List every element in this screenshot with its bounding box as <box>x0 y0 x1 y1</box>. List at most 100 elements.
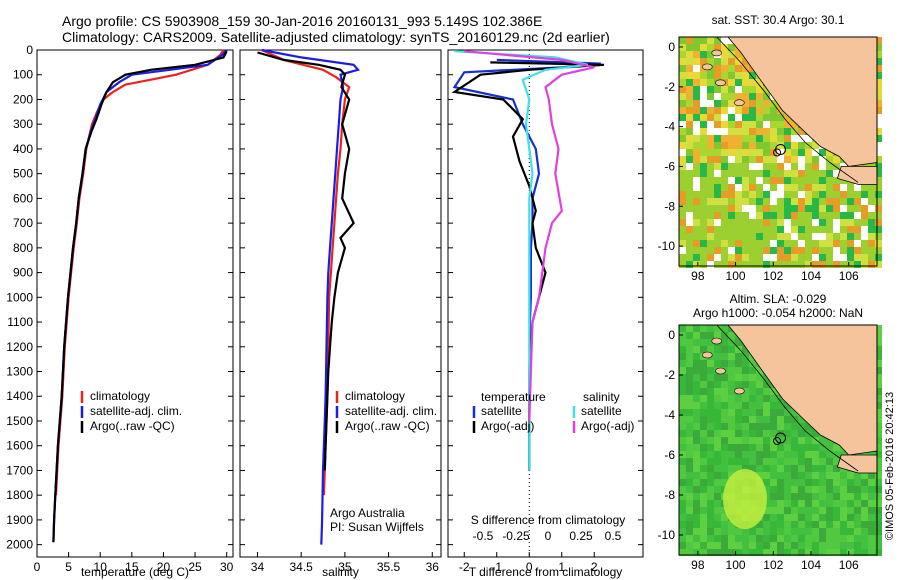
map-cell <box>728 444 735 451</box>
map-cell <box>700 332 707 339</box>
map-cell <box>833 465 840 472</box>
map-cell <box>805 247 812 254</box>
map-cell <box>763 191 770 198</box>
map-cell <box>854 240 861 247</box>
map-cell <box>784 198 791 205</box>
map-cell <box>833 198 840 205</box>
map-cell <box>798 184 805 191</box>
map-cell <box>868 261 875 268</box>
map-cell <box>763 472 770 479</box>
map-cell <box>777 479 784 486</box>
map-cell <box>763 444 770 451</box>
map-cell <box>707 451 714 458</box>
map-cell <box>763 430 770 437</box>
map-cell <box>728 226 735 233</box>
map-cell <box>805 212 812 219</box>
map-cell <box>784 254 791 261</box>
map-cell <box>770 479 777 486</box>
map-cell <box>693 325 700 332</box>
map-cell <box>763 240 770 247</box>
map-cell <box>770 458 777 465</box>
map-cell <box>714 135 721 142</box>
map-cell <box>777 423 784 430</box>
map-cell <box>679 430 686 437</box>
map-cell <box>693 395 700 402</box>
map-cell <box>763 205 770 212</box>
map-cell <box>875 395 882 402</box>
x-tick-label: 1 <box>558 560 565 574</box>
map-cell <box>763 514 770 521</box>
map-cell <box>749 86 756 93</box>
map-cell <box>833 486 840 493</box>
map-cell <box>826 254 833 261</box>
map-cell <box>679 339 686 346</box>
map-cell <box>742 367 749 374</box>
map-cell <box>693 535 700 542</box>
map-cell <box>728 72 735 79</box>
map-cell <box>728 184 735 191</box>
map-cell <box>798 451 805 458</box>
map-cell <box>686 107 693 114</box>
map-cell <box>742 240 749 247</box>
map-cell <box>812 465 819 472</box>
map-cell <box>707 184 714 191</box>
map-cell <box>819 535 826 542</box>
map-cell <box>798 521 805 528</box>
map-cell <box>770 219 777 226</box>
map-cell <box>728 65 735 72</box>
map-cell <box>735 65 742 72</box>
map-cell <box>777 535 784 542</box>
map-cell <box>819 184 826 191</box>
map-cell <box>693 100 700 107</box>
map-cell <box>749 395 756 402</box>
map-cell <box>700 381 707 388</box>
map-cell <box>777 451 784 458</box>
map-cell <box>679 219 686 226</box>
map-cell <box>847 261 854 268</box>
map-cell <box>707 135 714 142</box>
map-cell <box>735 402 742 409</box>
map-cell <box>735 381 742 388</box>
map-cell <box>798 205 805 212</box>
map-cell <box>700 58 707 65</box>
map-cell <box>840 261 847 268</box>
map-cell <box>714 156 721 163</box>
map-cell <box>693 163 700 170</box>
map-cell <box>840 493 847 500</box>
map-cell <box>756 542 763 549</box>
map-cell <box>861 535 868 542</box>
map-cell <box>763 479 770 486</box>
secondary-tick-label: 0.5 <box>605 529 622 543</box>
map-cell <box>798 254 805 261</box>
map-cell <box>742 402 749 409</box>
map-cell <box>714 163 721 170</box>
map-cell <box>700 486 707 493</box>
map-cell <box>749 72 756 79</box>
map-cell <box>700 86 707 93</box>
map-cell <box>693 507 700 514</box>
map-cell <box>707 93 714 100</box>
x-tick-label: 10 <box>94 560 108 574</box>
map-cell <box>791 240 798 247</box>
map-cell <box>798 416 805 423</box>
map-cell <box>875 353 882 360</box>
map-cell <box>728 128 735 135</box>
map-cell <box>707 367 714 374</box>
map-cell <box>861 493 868 500</box>
map-cell <box>686 100 693 107</box>
map-cell <box>875 233 882 240</box>
map-cell <box>875 37 882 44</box>
map-cell <box>833 156 840 163</box>
map-cell <box>728 93 735 100</box>
map-cell <box>679 128 686 135</box>
map-cell <box>875 86 882 93</box>
map-cell <box>721 86 728 93</box>
y-tick-label: 300 <box>13 117 33 131</box>
map-cell <box>728 156 735 163</box>
map-cell <box>721 325 728 332</box>
map-cell <box>679 114 686 121</box>
map-cell <box>693 549 700 556</box>
map-cell <box>819 205 826 212</box>
map-y-tick-label: -4 <box>664 408 675 422</box>
map-cell <box>763 170 770 177</box>
